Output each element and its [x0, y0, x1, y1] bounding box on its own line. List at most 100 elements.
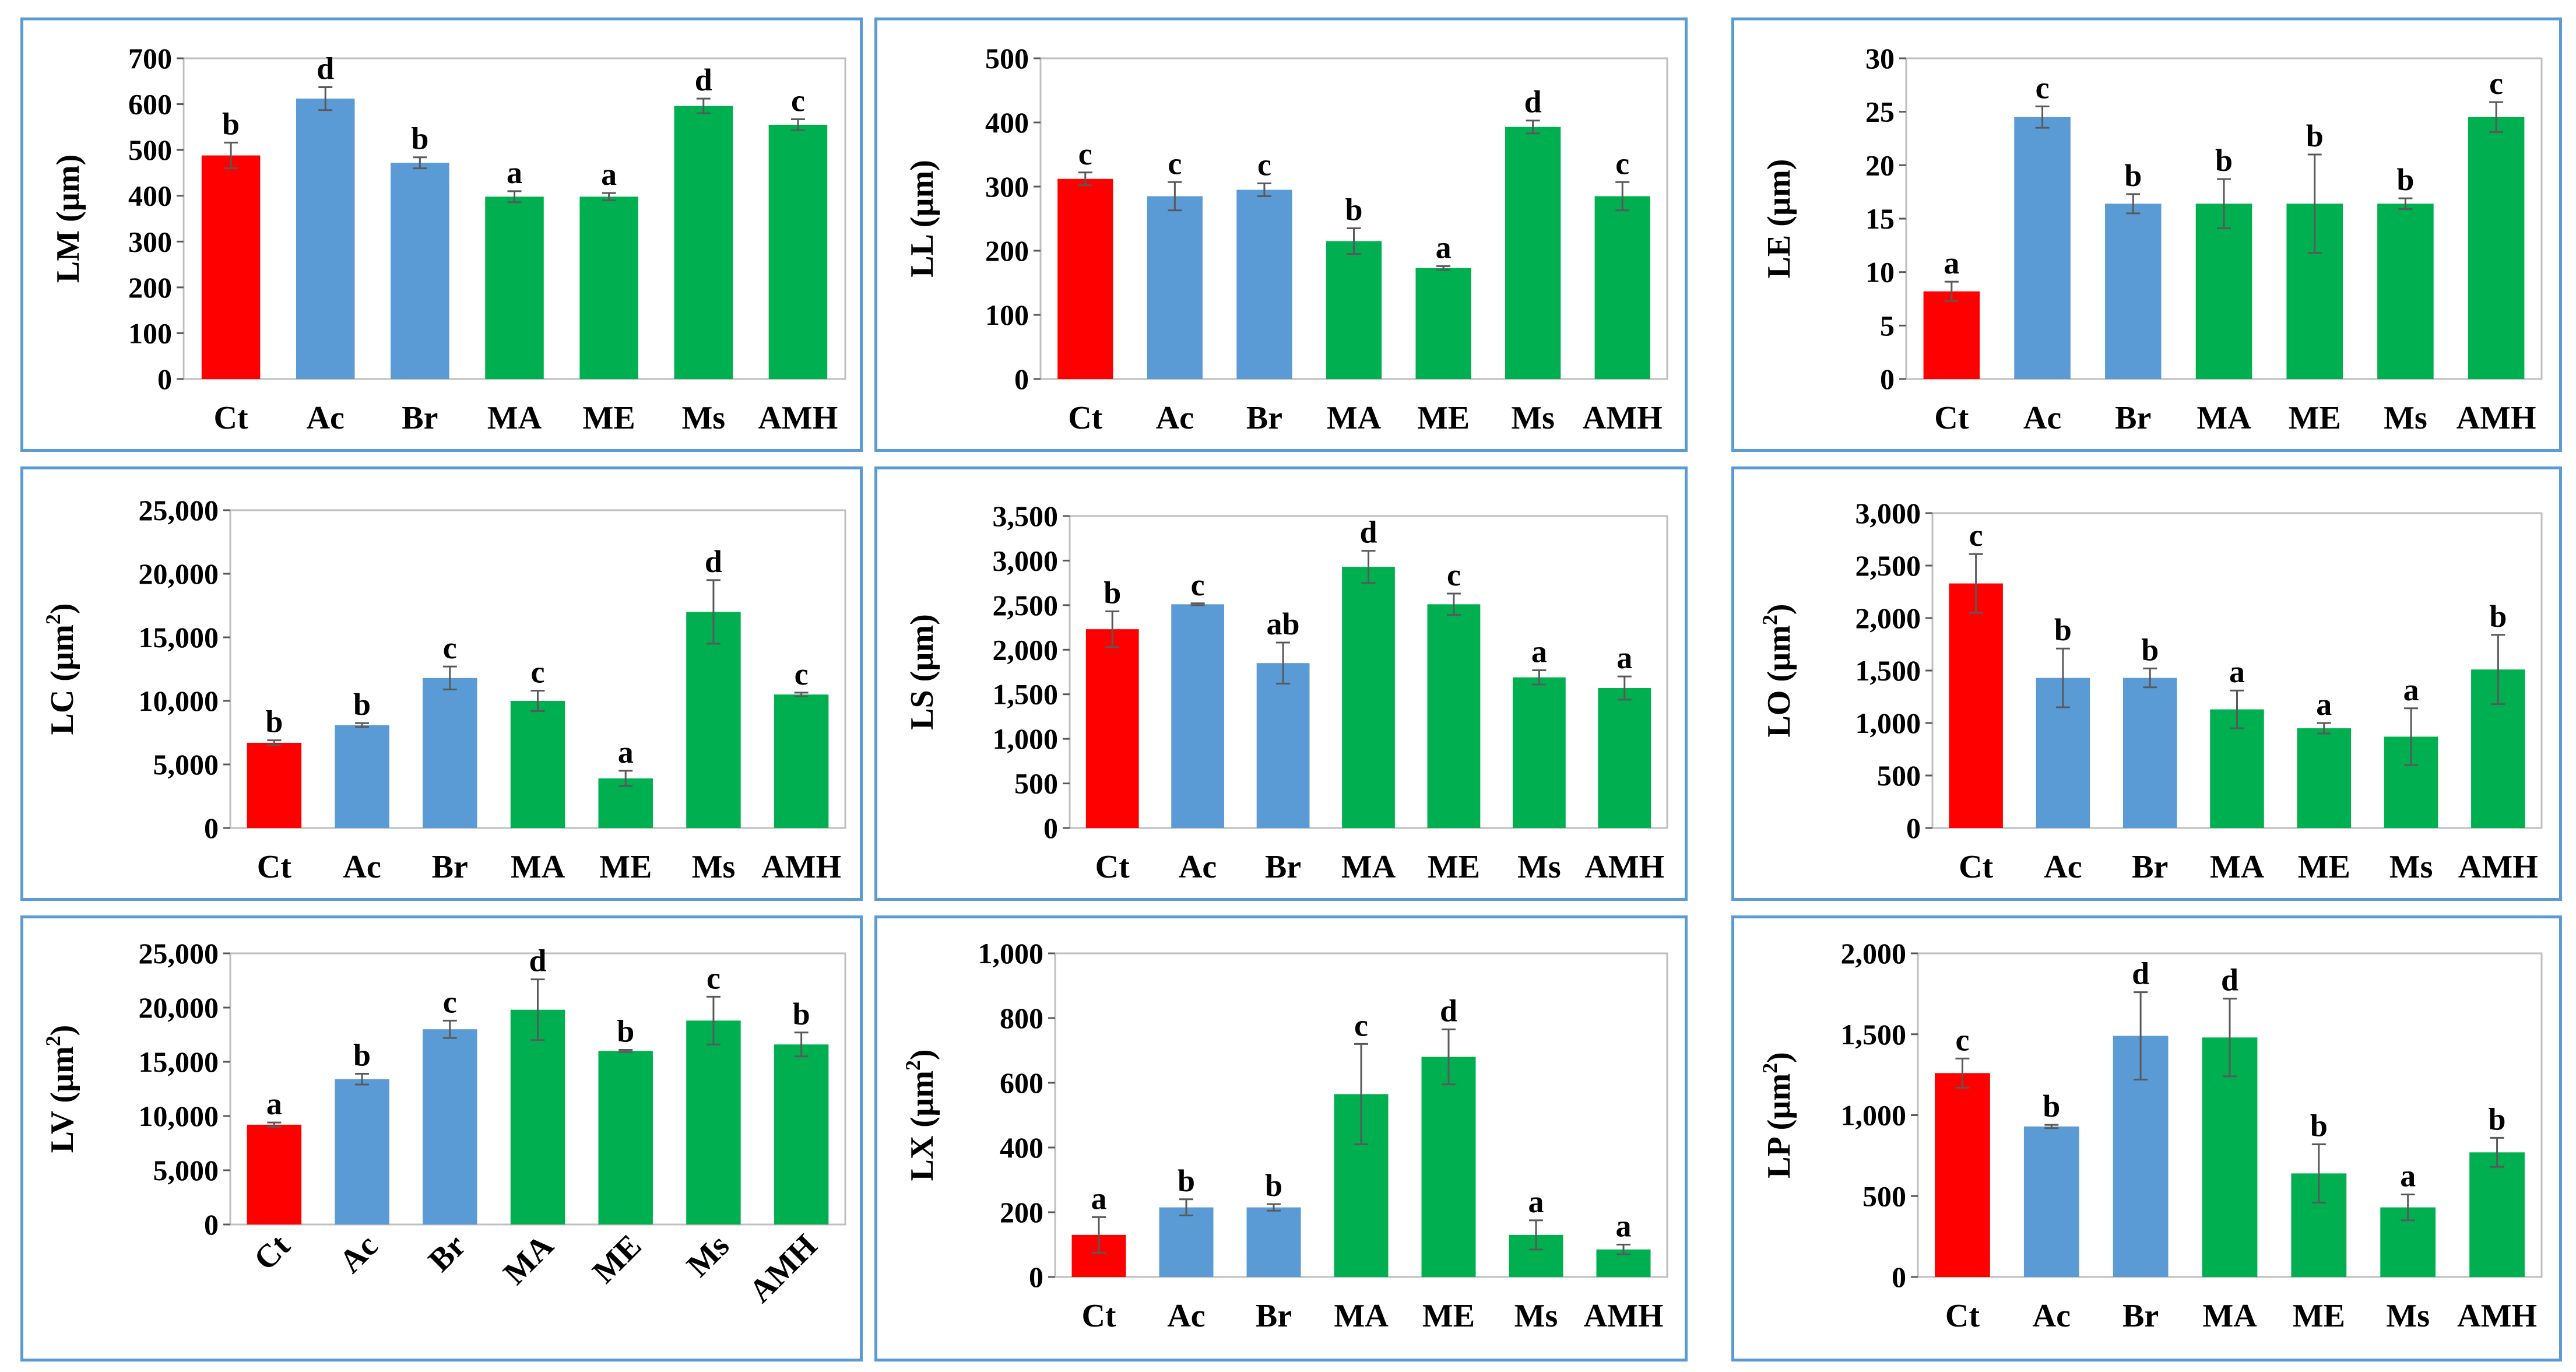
error-bar-lp-ac	[2044, 1124, 2059, 1129]
y-tick-label-lm: 200	[128, 271, 172, 304]
error-bar-ls-br	[1276, 641, 1291, 685]
bar-lv-ma	[510, 1009, 565, 1224]
sig-letter-ls-me: c	[1447, 557, 1461, 592]
chart-panel-ll: 0 100 200 300 400 500 LL (µm) c Ct c Ac c Br b MA a ME d M…	[874, 17, 1688, 452]
y-tick-label-lo: 1,000	[1855, 707, 1921, 739]
bar-ls-ct	[1085, 629, 1139, 828]
x-tick-label-lm: Br	[402, 400, 438, 436]
sig-letter-le-ac: c	[2036, 71, 2050, 106]
error-bar-lv-me	[618, 1049, 633, 1053]
sig-letter-ls-ma: d	[1359, 515, 1377, 550]
x-tick-label-lp: Br	[2122, 1298, 2159, 1334]
sig-letter-lm-amh: c	[791, 83, 805, 118]
error-bar-lp-ct	[1955, 1057, 1970, 1089]
y-tick-label-ll: 200	[985, 234, 1029, 267]
y-tick-label-lo: 1,500	[1855, 654, 1921, 687]
bar-ll-me	[1415, 268, 1471, 379]
y-tick-label-le: 5	[1880, 309, 1895, 342]
x-tick-label-lv: Ms	[680, 1227, 736, 1284]
error-bar-lx-amh	[1616, 1244, 1630, 1255]
x-tick-label-ll: ME	[1417, 400, 1470, 436]
y-tick-label-lp: 0	[1892, 1261, 1906, 1293]
error-bar-lv-ac	[355, 1072, 370, 1086]
x-tick-label-lo: Ct	[1959, 849, 1993, 885]
y-tick-label-lv: 25,000	[139, 937, 219, 970]
sig-letter-lm-me: a	[601, 157, 617, 192]
error-bar-le-amh	[2489, 101, 2504, 133]
x-tick-label-ls: AMH	[1584, 849, 1664, 885]
y-tick-label-lx: 800	[1000, 1002, 1043, 1034]
x-tick-label-ll: Br	[1246, 400, 1282, 436]
sig-letter-lv-amh: b	[793, 996, 810, 1031]
error-bar-lc-ac	[355, 722, 370, 728]
bar-lc-ct	[247, 742, 302, 828]
error-bar-ls-ct	[1105, 610, 1120, 648]
bar-lp-ct	[1935, 1073, 1990, 1277]
y-tick-label-lm: 0	[157, 363, 172, 395]
y-tick-label-ll: 500	[985, 42, 1029, 75]
x-tick-label-ls: ME	[1428, 849, 1480, 885]
sig-letter-ll-ct: c	[1078, 136, 1092, 171]
sig-letter-lx-amh: a	[1616, 1209, 1632, 1244]
bar-lo-ct	[1949, 583, 2003, 828]
bar-lx-br	[1246, 1207, 1301, 1277]
x-tick-label-le: MA	[2197, 400, 2251, 436]
x-tick-label-lp: MA	[2202, 1298, 2257, 1334]
error-bar-le-br	[2126, 193, 2141, 215]
sig-letter-le-ct: a	[1944, 245, 1959, 280]
y-axis-label-lo: LO (µm2)	[1758, 603, 1797, 737]
bar-lv-amh	[774, 1044, 829, 1224]
x-tick-label-lx: Ct	[1081, 1298, 1116, 1334]
error-bar-lo-me	[2317, 722, 2331, 735]
error-bar-lm-me	[602, 192, 616, 202]
y-tick-label-ll: 100	[985, 299, 1029, 331]
x-tick-label-lp: AMH	[2457, 1298, 2537, 1334]
x-tick-label-lo: Ms	[2389, 849, 2433, 885]
bar-ls-me	[1427, 604, 1481, 828]
bar-ll-br	[1236, 190, 1292, 379]
sig-letter-lp-amh: b	[2489, 1101, 2506, 1136]
bar-lv-br	[423, 1029, 477, 1224]
sig-letter-lc-ma: c	[531, 655, 545, 690]
bar-lc-amh	[774, 694, 829, 828]
sig-letter-lc-ms: d	[705, 544, 722, 579]
y-tick-label-lm: 700	[128, 42, 172, 75]
bar-lx-me	[1421, 1057, 1476, 1277]
y-tick-label-lx: 600	[1000, 1066, 1043, 1099]
sig-letter-lc-amh: c	[795, 657, 809, 692]
x-tick-label-le: Ct	[1934, 400, 1969, 436]
y-tick-label-ls: 2,500	[993, 589, 1059, 622]
y-tick-label-lc: 0	[204, 812, 219, 844]
y-tick-label-ls: 3,000	[993, 544, 1059, 577]
y-tick-label-lv: 0	[204, 1208, 219, 1241]
bar-ls-br	[1256, 663, 1310, 828]
chart-panel-lp: 0 500 1,000 1,500 2,000 LP (µm2) c Ct b Ac d Br d MA b…	[1731, 915, 2562, 1362]
chart-svg-lo: 0 500 1,000 1,500 2,000 2,500 3,000 LO (µm2) c Ct…	[1758, 497, 2543, 885]
x-tick-label-lv: Ac	[332, 1227, 385, 1280]
error-bar-ls-ac	[1190, 602, 1205, 606]
x-tick-label-ls: Ac	[1179, 849, 1217, 885]
y-tick-label-le: 10	[1865, 256, 1895, 289]
error-bar-lo-ms	[2404, 707, 2419, 766]
sig-letter-lc-me: a	[618, 735, 634, 770]
x-tick-label-ls: Ct	[1095, 849, 1130, 885]
sig-letter-lo-ct: c	[1969, 518, 1983, 553]
sig-letter-lp-ac: b	[2043, 1089, 2060, 1124]
bar-ll-ma	[1326, 241, 1382, 379]
y-tick-label-lo: 0	[1906, 812, 1921, 844]
bar-ls-ac	[1171, 604, 1225, 828]
x-tick-label-le: ME	[2289, 400, 2341, 436]
error-bar-lm-ac	[318, 86, 333, 111]
error-bar-lv-br	[442, 1019, 457, 1039]
error-bar-le-ct	[1944, 280, 1959, 302]
x-tick-label-lx: Ms	[1514, 1298, 1558, 1334]
bar-ll-ct	[1057, 178, 1113, 379]
error-bar-lo-ma	[2230, 689, 2244, 729]
sig-letter-ls-br: ab	[1267, 606, 1300, 641]
sig-letter-lo-br: b	[2141, 632, 2159, 667]
sig-letter-lc-ct: b	[265, 704, 283, 739]
y-tick-label-le: 25	[1865, 96, 1895, 128]
sig-letter-lp-ma: d	[2221, 963, 2238, 998]
error-bar-lx-ma	[1354, 1043, 1368, 1145]
x-tick-label-le: Ms	[2384, 400, 2427, 436]
